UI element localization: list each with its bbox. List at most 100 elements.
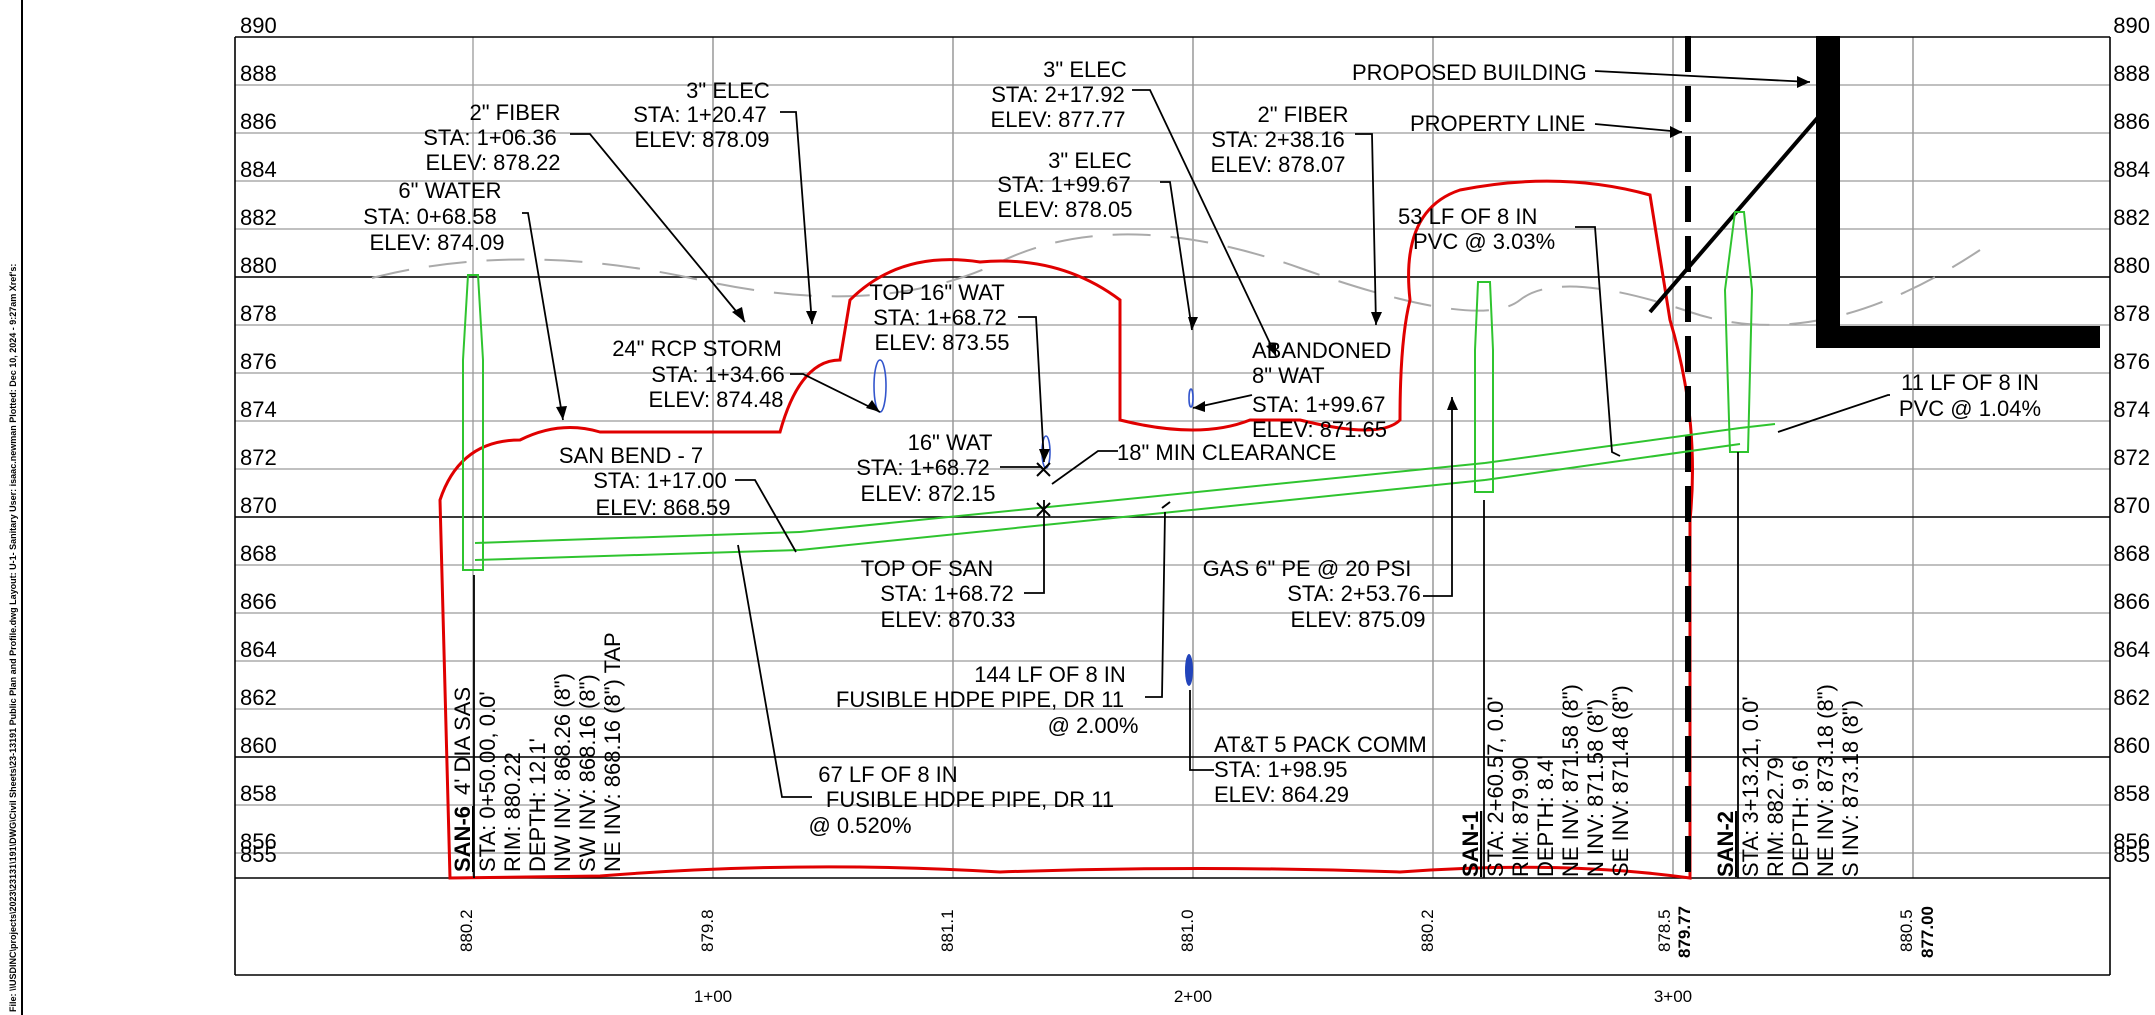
- elevation-label: 870: [2113, 493, 2150, 518]
- elevation-label: 866: [2113, 589, 2150, 614]
- callout-abandoned-wat: ABANDONED 8" WAT STA: 1+99.67 ELEV: 871.…: [1252, 338, 1391, 442]
- elevation-label: 888: [2113, 61, 2150, 86]
- ground-elevation: 878.5: [1655, 909, 1674, 952]
- elevation-label: 858: [240, 781, 277, 806]
- elevation-label: 868: [240, 541, 277, 566]
- svg-text:TOP OF SAN: TOP OF SAN: [861, 556, 993, 581]
- elevation-labels-left: 890 888 886 884 882 880 878 876 874 872 870 868 866 8…: [240, 13, 277, 867]
- callout-min-clearance: 18" MIN CLEARANCE: [1117, 440, 1336, 465]
- elevation-label: 864: [2113, 637, 2150, 662]
- svg-text:STA: 1+06.36: STA: 1+06.36: [423, 125, 557, 150]
- elevation-label: 858: [2113, 781, 2150, 806]
- svg-text:ELEV: 873.55: ELEV: 873.55: [875, 330, 1010, 355]
- svg-text:STA: 2+53.76: STA: 2+53.76: [1287, 581, 1421, 606]
- proposed-ground-elevation: 879.77: [1675, 906, 1694, 958]
- hdpe-pipe-67lf: [474, 531, 801, 544]
- svg-text:144 LF OF 8 IN: 144 LF OF 8 IN: [974, 662, 1126, 687]
- ground-elevation: 879.8: [698, 909, 717, 952]
- callout-pvc-53lf: 53 LF OF 8 IN PVC @ 3.03%: [1398, 204, 1555, 254]
- hdpe-pipe-144lf-bottom: [799, 479, 1486, 551]
- svg-text:2" FIBER: 2" FIBER: [1258, 102, 1349, 127]
- svg-text:NE INV: 868.16 (8") TAP: NE INV: 868.16 (8") TAP: [600, 632, 625, 872]
- plot-info-text: File: \\USDINC\projects\2023\23131\191\D…: [8, 264, 18, 1012]
- utility-crossings: [873, 359, 1194, 686]
- callout-hdpe-144lf: 144 LF OF 8 IN FUSIBLE HDPE PIPE, DR 11 …: [836, 662, 1138, 738]
- svg-text:ELEV: 868.59: ELEV: 868.59: [596, 495, 731, 520]
- elevation-label: 876: [240, 349, 277, 374]
- svg-text:NW INV: 868.26 (8"): NW INV: 868.26 (8"): [550, 673, 575, 872]
- svg-text:STA: 1+99.67: STA: 1+99.67: [1252, 392, 1386, 417]
- svg-text:DEPTH: 12.1': DEPTH: 12.1': [525, 738, 550, 872]
- revision-cloud-left: [438, 179, 1694, 880]
- callout-elec-3in-a: 3" ELEC STA: 1+20.47 ELEV: 878.09: [633, 78, 770, 152]
- svg-text:STA: 1+68.72: STA: 1+68.72: [856, 455, 990, 480]
- svg-text:11 LF OF 8 IN: 11 LF OF 8 IN: [1901, 370, 2039, 395]
- svg-text:SE INV: 871.48 (8"): SE INV: 871.48 (8"): [1608, 685, 1633, 877]
- ground-elevation-labels: 880.2 879.8 881.1 881.0 880.2 878.5 879.…: [457, 906, 1937, 958]
- elevation-label: 866: [240, 589, 277, 614]
- svg-text:3" ELEC: 3" ELEC: [1043, 57, 1127, 82]
- callout-proposed-building: PROPOSED BUILDING: [1352, 60, 1587, 85]
- svg-text:ELEV: 878.07: ELEV: 878.07: [1211, 152, 1346, 177]
- callout-16in-wat: 16" WAT STA: 1+68.72 ELEV: 872.15: [856, 430, 995, 506]
- svg-text:STA: 1+68.72: STA: 1+68.72: [873, 305, 1007, 330]
- station-label: 1+00: [694, 987, 732, 1006]
- elevation-label: 862: [2113, 685, 2150, 710]
- svg-text:STA: 0+68.58: STA: 0+68.58: [363, 204, 497, 229]
- hdpe-pipe-144lf: [799, 462, 1486, 533]
- callouts: 2" FIBER STA: 1+06.36 ELEV: 878.22 6" WA…: [363, 57, 2041, 838]
- building-footing: [1816, 326, 2100, 348]
- callout-elec-3in-c: 3" ELEC STA: 1+99.67 ELEV: 878.05: [997, 148, 1132, 222]
- svg-text:STA: 1+68.72: STA: 1+68.72: [880, 581, 1014, 606]
- svg-text:ELEV: 864.29: ELEV: 864.29: [1214, 782, 1349, 807]
- elevation-label: 856: [2113, 829, 2150, 854]
- callout-elec-3in-b: 3" ELEC STA: 2+17.92 ELEV: 877.77: [991, 57, 1127, 132]
- svg-text:DEPTH: 8.4': DEPTH: 8.4': [1533, 755, 1558, 877]
- manhole-san2: [1723, 211, 1754, 453]
- svg-text:ELEV: 871.65: ELEV: 871.65: [1252, 417, 1387, 442]
- pvc-pipe-53lf-bottom: [1484, 443, 1741, 481]
- svg-text:STA: 2+60.57, 0.0': STA: 2+60.57, 0.0': [1483, 696, 1508, 877]
- elevation-labels-right: 890 888 886 884 882 880 878 876 874 872 870 868 866 8…: [2113, 13, 2150, 867]
- svg-text:SAN-6: SAN-6: [450, 806, 475, 872]
- callout-fiber-2in-a: 2" FIBER STA: 1+06.36 ELEV: 878.22: [423, 100, 560, 175]
- svg-text:67 LF OF 8 IN: 67 LF OF 8 IN: [818, 762, 957, 787]
- svg-text:PVC @ 1.04%: PVC @ 1.04%: [1899, 396, 2041, 421]
- svg-text:NE INV: 871.58 (8"): NE INV: 871.58 (8"): [1558, 684, 1583, 877]
- svg-text:FUSIBLE HDPE PIPE, DR 11: FUSIBLE HDPE PIPE, DR 11: [826, 787, 1114, 812]
- svg-text:NE INV: 873.18 (8"): NE INV: 873.18 (8"): [1813, 684, 1838, 877]
- structure-label-san6: SAN-6 4' DIA SAS STA: 0+50.00, 0.0' RIM:…: [450, 632, 625, 872]
- manhole-san1: [1474, 281, 1494, 493]
- svg-text:STA: 1+34.66: STA: 1+34.66: [651, 362, 785, 387]
- callout-hdpe-67lf: 67 LF OF 8 IN FUSIBLE HDPE PIPE, DR 11 @…: [808, 762, 1114, 838]
- svg-text:ELEV: 875.09: ELEV: 875.09: [1291, 607, 1426, 632]
- structure-label-san2: SAN-2 STA: 3+13.21, 0.0' RIM: 882.79 DEP…: [1713, 684, 1863, 877]
- callout-rcp-storm-24in: 24" RCP STORM STA: 1+34.66 ELEV: 874.48: [612, 336, 785, 412]
- proposed-ground-elevation: 877.00: [1918, 906, 1937, 958]
- svg-text:3" ELEC: 3" ELEC: [1048, 148, 1132, 173]
- crossing-marks: [1036, 462, 1171, 517]
- svg-text:STA: 1+98.95: STA: 1+98.95: [1214, 757, 1348, 782]
- svg-text:ELEV: 878.09: ELEV: 878.09: [635, 127, 770, 152]
- ground-elevation: 881.0: [1178, 909, 1197, 952]
- svg-text:24" RCP STORM: 24" RCP STORM: [612, 336, 782, 361]
- elevation-label: 886: [2113, 109, 2150, 134]
- elevation-label: 872: [240, 445, 277, 470]
- elevation-label: 874: [240, 397, 277, 422]
- callout-property-line: PROPERTY LINE: [1410, 111, 1585, 136]
- pvc-pipe-53lf: [1484, 427, 1741, 464]
- svg-text:RIM: 880.22: RIM: 880.22: [500, 752, 525, 872]
- att-crossing: [1185, 654, 1193, 686]
- svg-text:53 LF OF 8 IN: 53 LF OF 8 IN: [1398, 204, 1537, 229]
- elevation-label: 880: [2113, 253, 2150, 278]
- elevation-label: 862: [240, 685, 277, 710]
- svg-text:8" WAT: 8" WAT: [1252, 363, 1325, 388]
- elevation-label: 884: [2113, 157, 2150, 182]
- svg-text:RIM: 882.79: RIM: 882.79: [1763, 757, 1788, 877]
- svg-text:16" WAT: 16" WAT: [908, 430, 993, 455]
- elevation-label: 860: [240, 733, 277, 758]
- svg-text:@ 0.520%: @ 0.520%: [808, 813, 911, 838]
- svg-text:STA: 3+13.21, 0.0': STA: 3+13.21, 0.0': [1738, 696, 1763, 877]
- callout-att-comm: AT&T 5 PACK COMM STA: 1+98.95 ELEV: 864.…: [1214, 732, 1427, 807]
